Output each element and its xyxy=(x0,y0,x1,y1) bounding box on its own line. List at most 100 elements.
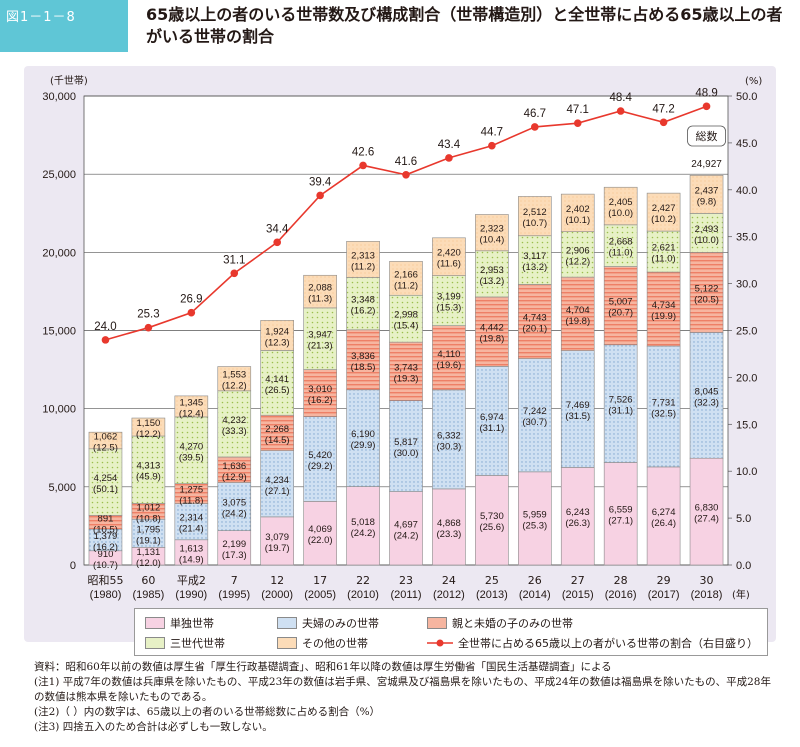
bar-segment-other xyxy=(131,417,166,437)
bar-value-label: 910 xyxy=(98,549,114,560)
bar-segment-three-gen xyxy=(389,294,423,343)
bar-percent-label: (13.2) xyxy=(522,262,547,273)
bar-percent-label: (10.7) xyxy=(93,560,118,571)
bar-segment-other xyxy=(389,261,423,296)
bar-value-label: 3,348 xyxy=(351,295,375,306)
bar-percent-label: (12.2) xyxy=(565,256,590,267)
bar-value-label: 5,122 xyxy=(695,283,719,294)
x-tick-label-year: (2017) xyxy=(648,589,680,601)
x-tick-label-year: (2013) xyxy=(476,589,508,601)
legend-label-single: 単独世帯 xyxy=(170,617,214,630)
bar-segment-three-gen xyxy=(88,448,123,516)
bar-segment-other xyxy=(475,214,509,252)
bar-segment-parent-child xyxy=(646,271,681,347)
y-left-tick-label: 25,000 xyxy=(42,169,76,181)
bars-group: 910(10.7)1,379(16.2)891(10.5)4,254(50.1)… xyxy=(88,175,724,571)
bar-percent-label: (25.3) xyxy=(522,520,547,531)
bar-percent-label: (15.4) xyxy=(394,321,419,332)
ratio-value-label: 44.7 xyxy=(481,127,503,139)
y-right-tick-label: 15.0 xyxy=(736,419,757,431)
bar-percent-label: (19.1) xyxy=(136,535,161,546)
x-tick-label-era: 22 xyxy=(356,574,370,587)
bar-value-label: 4,868 xyxy=(437,518,461,529)
bar-value-label: 7,526 xyxy=(609,395,633,406)
bar-segment-couple xyxy=(217,482,252,531)
bar-segment-parent-child xyxy=(303,369,337,417)
x-tick-label-year: (2012) xyxy=(433,589,465,601)
bar-value-label: 2,621 xyxy=(652,243,676,254)
bar-percent-label: (45.9) xyxy=(136,472,161,483)
bar-percent-label: (12.2) xyxy=(136,429,161,440)
bar-segment-parent-child xyxy=(432,325,466,391)
bar-segment-parent-child xyxy=(475,296,509,367)
bar-percent-label: (12.2) xyxy=(222,381,247,392)
bar-value-label: 2,906 xyxy=(566,245,590,256)
bar-value-label: 1,636 xyxy=(222,461,246,472)
bar-percent-label: (11.0) xyxy=(652,254,676,265)
bar-value-label: 4,697 xyxy=(394,519,418,530)
bar-percent-label: (14.5) xyxy=(265,435,290,446)
bar-value-label: 1,795 xyxy=(137,524,161,535)
bar-percent-label: (22.0) xyxy=(308,535,333,546)
ratio-value-label: 42.6 xyxy=(352,146,374,158)
bar-percent-label: (10.2) xyxy=(651,214,676,225)
bar-value-label: 6,332 xyxy=(437,430,461,441)
bar-value-label: 8,045 xyxy=(695,386,719,397)
x-unit: (年) xyxy=(732,588,750,601)
ratio-value-label: 43.4 xyxy=(438,139,461,151)
bar-value-label: 6,274 xyxy=(652,507,676,518)
legend-label-couple: 夫婦のみの世帯 xyxy=(302,617,379,630)
bar-value-label: 2,088 xyxy=(308,283,332,294)
ratio-point xyxy=(101,336,110,344)
bar-value-label: 3,947 xyxy=(308,330,332,341)
bar-percent-label: (14.9) xyxy=(179,554,204,565)
bar-percent-label: (16.2) xyxy=(308,395,333,406)
bar-percent-label: (19.7) xyxy=(265,543,290,554)
bar-percent-label: (9.8) xyxy=(697,196,717,207)
legend-item-parent-child: 親と未婚の子のみの世帯 xyxy=(427,615,573,631)
footnotes: 資料：昭和60年以前の数値は厚生省「厚生行政基礎調査」、昭和61年以降の数値は厚… xyxy=(34,660,774,735)
x-tick-label-year: (1995) xyxy=(218,589,250,601)
bar-value-label: 2,998 xyxy=(394,310,418,321)
legend-label-other: その他の世帯 xyxy=(302,637,368,650)
figure-header: 図1－1－8 65歳以上の者のいる世帯数及び構成割合（世帯構造別）と全世帯に占め… xyxy=(0,0,800,52)
bar-segment-other xyxy=(346,241,380,278)
bar-segment-parent-child xyxy=(603,266,638,346)
bar-percent-label: (26.4) xyxy=(651,518,676,529)
bar-percent-label: (13.2) xyxy=(479,276,504,287)
legend-swatch-other xyxy=(277,637,297,649)
bar-segment-couple xyxy=(517,358,552,473)
legend-label-three-gen: 三世代世帯 xyxy=(170,637,225,650)
ratio-value-label: 41.6 xyxy=(395,156,417,168)
bar-value-label: 3,117 xyxy=(523,251,546,262)
bar-percent-label: (26.5) xyxy=(265,385,290,396)
x-tick-label-era: 25 xyxy=(485,574,499,587)
y-left-tick-label: 20,000 xyxy=(42,247,76,259)
bar-segment-parent-child xyxy=(389,341,423,401)
bar-value-label: 2,405 xyxy=(609,197,633,208)
bar-segment-couple xyxy=(131,518,166,548)
bar-percent-label: (19.3) xyxy=(394,373,419,384)
bar-percent-label: (10.7) xyxy=(522,218,547,229)
bar-segment-other xyxy=(88,431,123,450)
bar-percent-label: (29.2) xyxy=(308,461,333,472)
bar-segment-single xyxy=(260,516,295,566)
ratio-value-label: 46.7 xyxy=(524,108,546,120)
bar-value-label: 6,559 xyxy=(609,505,633,516)
bar-value-label: 2,402 xyxy=(566,204,590,215)
legend-swatch-couple xyxy=(277,617,297,629)
bar-segment-parent-child xyxy=(217,456,252,483)
x-tick-label-era: 12 xyxy=(270,574,284,587)
bar-percent-label: (33.3) xyxy=(222,426,247,437)
bar-value-label: 4,704 xyxy=(566,305,590,316)
bar-percent-label: (27.1) xyxy=(265,486,290,497)
bar-percent-label: (10.8) xyxy=(136,513,161,524)
bar-percent-label: (10.5) xyxy=(93,524,118,535)
bar-segment-single xyxy=(689,457,724,566)
ratio-point xyxy=(187,308,196,317)
bar-percent-label: (17.3) xyxy=(222,550,247,561)
bar-value-label: 2,437 xyxy=(695,185,719,196)
bar-percent-label: (11.2) xyxy=(351,261,375,272)
y-right-unit: (%) xyxy=(745,76,762,87)
